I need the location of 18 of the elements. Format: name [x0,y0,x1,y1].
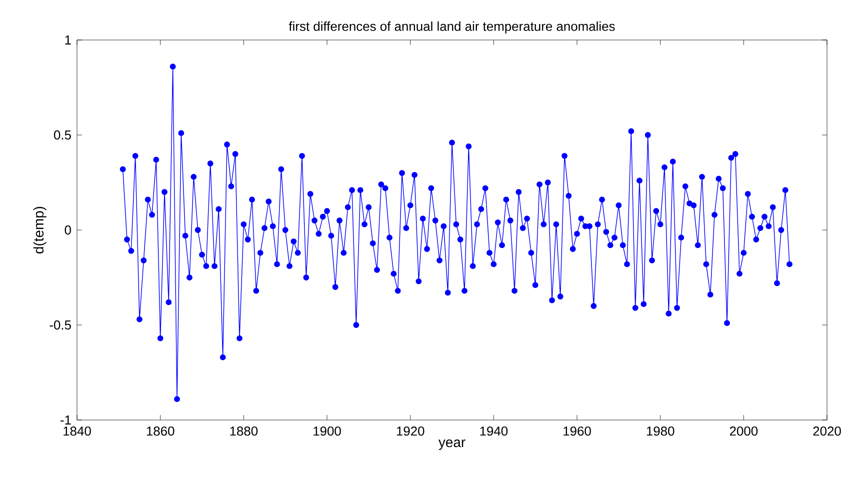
x-tick-label: 1840 [64,426,91,436]
y-tick-label: 1 [65,36,71,44]
x-tick-label: 1960 [564,426,591,436]
y-tick-label: 0 [64,225,71,235]
x-tick-label: 2000 [730,426,758,436]
y-tick-label: 0.5 [54,130,71,140]
x-tick-label: 1920 [396,426,424,436]
y-axis-title: d(temp) [33,206,46,254]
x-tick-label: 1860 [146,426,174,436]
x-tick-label: 1880 [230,426,258,436]
y-tick-label: -1 [60,416,71,424]
chart-title: first differences of annual land air temperature anomalies [288,21,615,34]
x-tick-label: 2020 [813,426,841,436]
x-tick-label: 1940 [480,426,508,436]
x-tick-label: 1900 [314,426,341,436]
x-axis-title: year [438,440,466,450]
x-tick-label: 1980 [646,426,674,436]
y-tick-label: -0.5 [50,320,71,330]
